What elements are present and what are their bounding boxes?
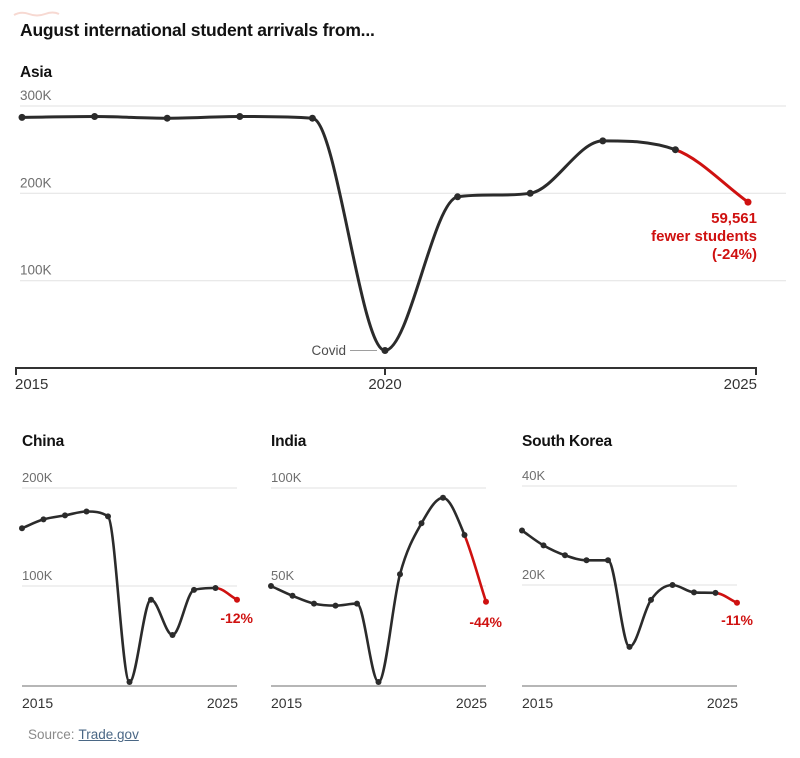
data-point [83, 508, 90, 515]
data-point [40, 516, 47, 523]
data-point [540, 542, 547, 549]
decline-percent-label: -44% [469, 614, 502, 630]
x-tick-label: 2025 [456, 695, 487, 711]
data-line [20, 114, 677, 353]
data-point [583, 557, 590, 564]
decline-percent-label: -12% [220, 610, 253, 626]
gridline-label: 300K [20, 88, 52, 103]
gridline-label: 200K [20, 175, 52, 190]
data-line [20, 510, 217, 684]
data-point [191, 586, 197, 593]
china-line-chart: 200K 100K 2015 2025 -12% [19, 470, 254, 711]
gridline-label: 20K [522, 567, 545, 582]
data-point [19, 525, 25, 532]
panel-south-korea-title: South Korea [522, 433, 612, 450]
data-point [418, 520, 425, 527]
source-label: Source: [28, 727, 75, 742]
data-point [236, 113, 244, 120]
data-point [671, 146, 679, 154]
data-point [599, 137, 607, 145]
data-point [648, 596, 654, 603]
data-point [62, 512, 68, 519]
data-point [289, 592, 296, 599]
data-point [744, 198, 752, 206]
gridline-label: 40K [522, 468, 545, 483]
data-line-decline [463, 533, 488, 603]
data-point [105, 513, 111, 520]
data-point [332, 602, 339, 609]
gridline-label: 100K [271, 470, 302, 485]
gridline-label: 100K [22, 568, 53, 583]
data-point [354, 600, 360, 607]
data-point [734, 599, 740, 606]
data-point [461, 532, 468, 538]
data-point [91, 113, 99, 120]
x-tick-label: 2025 [724, 376, 757, 393]
gridline-label: 200K [22, 470, 53, 485]
decline-annotation-line: 59,561 [711, 210, 757, 227]
data-point [712, 589, 719, 596]
stray-mark [13, 11, 60, 17]
data-point [483, 598, 489, 605]
source-line: Source: Trade.gov [28, 727, 139, 742]
x-tick-label: 2015 [271, 695, 302, 711]
figure-title: August international student arrivals fr… [20, 20, 375, 40]
data-point [381, 347, 389, 354]
source-link[interactable]: Trade.gov [78, 727, 139, 742]
data-point [268, 583, 274, 589]
decline-annotation-line: (-24%) [712, 246, 757, 263]
data-point [212, 585, 219, 591]
data-line-decline [673, 148, 750, 204]
data-point [234, 596, 240, 603]
data-point [526, 189, 534, 197]
data-point [454, 193, 462, 201]
data-point [626, 643, 633, 650]
data-point [148, 596, 154, 603]
data-point [311, 600, 317, 607]
south-korea-line-chart: 40K 20K 2015 2025 -11% [519, 468, 754, 711]
covid-annotation-label: Covid [311, 343, 346, 358]
data-line-decline [214, 586, 239, 601]
data-point [562, 552, 568, 559]
panel-asia-title: Asia [20, 64, 52, 81]
data-point [691, 589, 697, 596]
data-point [163, 114, 171, 122]
asia-line-chart: 300K 200K 100K 2015 2020 2025 Covid 59,561fewer… [15, 88, 786, 393]
x-tick-label: 2025 [707, 695, 738, 711]
gridline-label: 100K [20, 263, 52, 278]
data-point [397, 571, 403, 578]
x-tick-label: 2015 [22, 695, 53, 711]
data-point [126, 679, 133, 685]
gridline-label: 50K [271, 568, 294, 583]
data-point [519, 527, 525, 534]
data-point [375, 679, 382, 685]
data-point [169, 632, 176, 638]
x-tick-label: 2015 [15, 376, 48, 393]
data-point [605, 557, 611, 564]
x-tick-label: 2015 [522, 695, 553, 711]
data-point [669, 582, 676, 588]
data-line-decline [714, 591, 739, 605]
panel-china-title: China [22, 433, 65, 450]
data-point [18, 113, 26, 121]
data-line [269, 496, 466, 684]
decline-annotation-line: fewer students [651, 228, 757, 245]
panel-india-title: India [271, 433, 307, 450]
data-line [520, 529, 717, 649]
x-axis [15, 367, 757, 375]
data-point [440, 494, 446, 501]
x-tick-label: 2020 [368, 376, 401, 393]
decline-percent-label: -11% [721, 612, 753, 628]
x-tick-label: 2025 [207, 695, 238, 711]
india-line-chart: 100K 50K 2015 2025 -44% [268, 470, 503, 711]
data-point [308, 114, 316, 122]
